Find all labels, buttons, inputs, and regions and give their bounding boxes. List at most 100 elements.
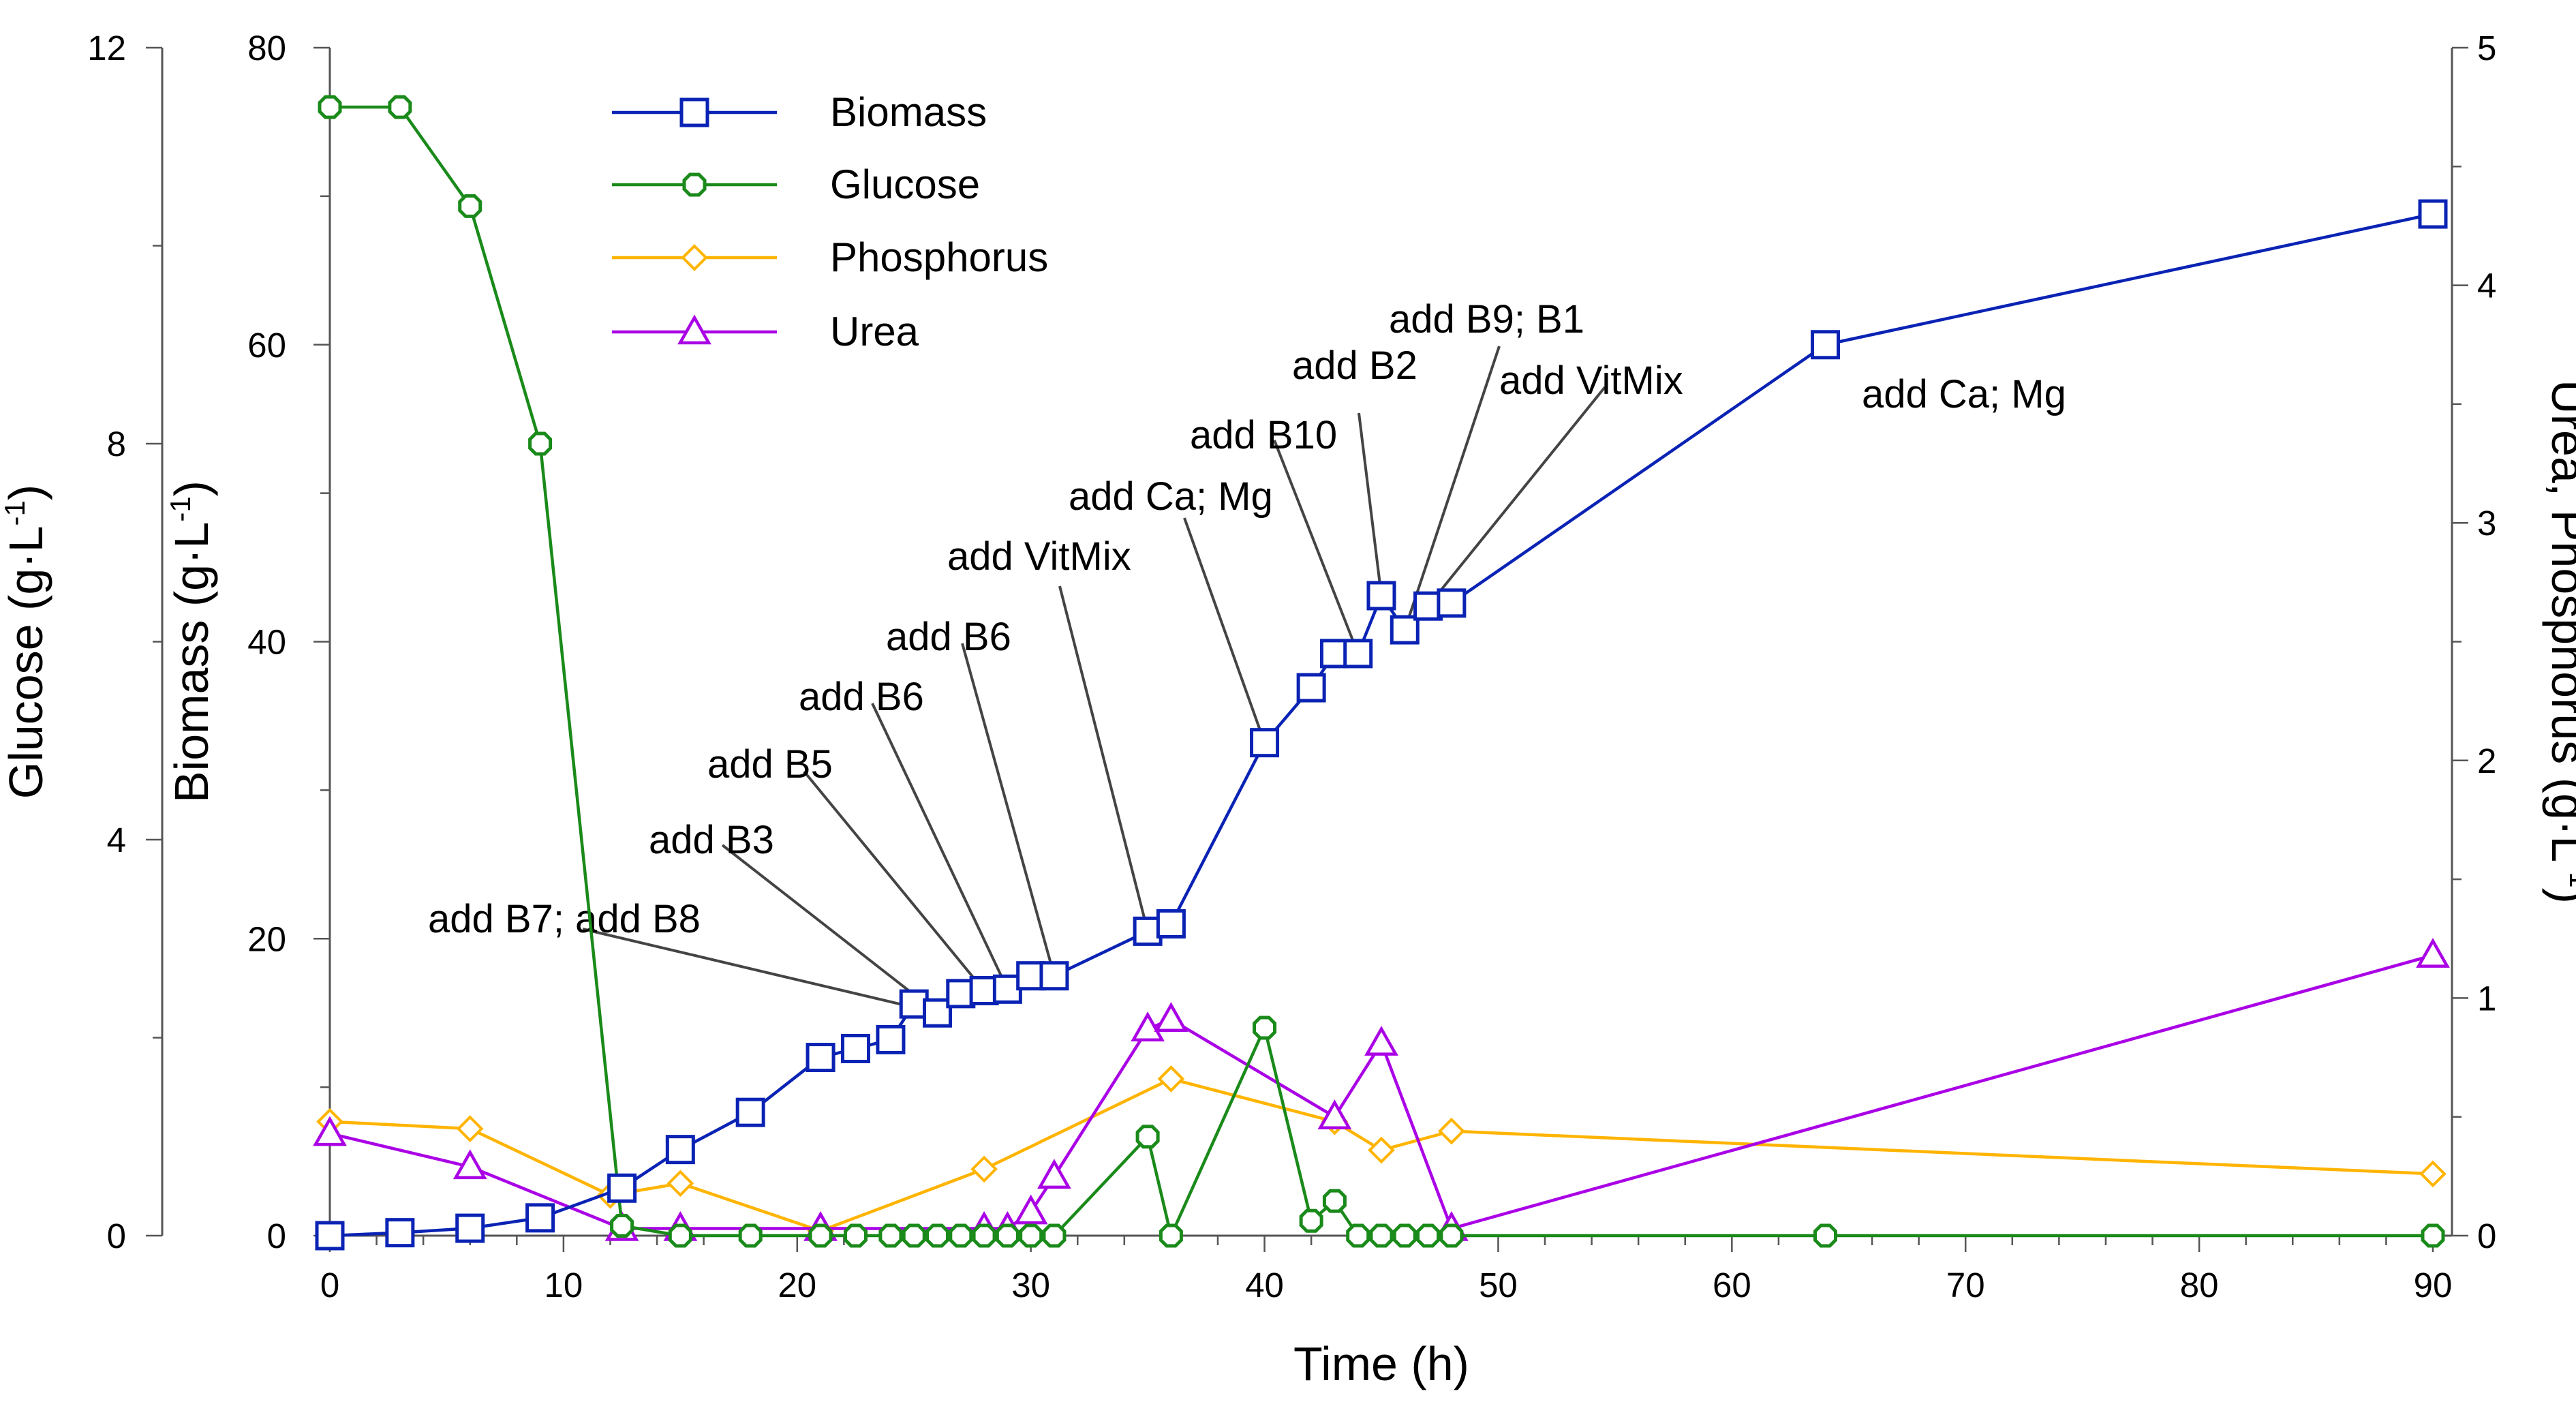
annotation: add B7; add B8 bbox=[428, 897, 938, 1015]
glucose-tick-label: 8 bbox=[107, 425, 126, 463]
glucose-point bbox=[972, 1223, 996, 1248]
glucose-point bbox=[808, 1223, 833, 1248]
glucose-point bbox=[1159, 1223, 1183, 1248]
annotation: add B9; B1 bbox=[1389, 297, 1584, 630]
glucose-point bbox=[995, 1223, 1019, 1248]
glucose-point bbox=[458, 194, 482, 218]
glucose-point bbox=[925, 1223, 950, 1248]
legend-swatch-marker bbox=[681, 244, 708, 271]
annotation: add VitMix bbox=[947, 534, 1150, 932]
glucose-point bbox=[1042, 1223, 1067, 1248]
x-axis-title: Time (h) bbox=[1293, 1337, 1469, 1390]
urea-phosphorus-tick-label: 0 bbox=[2477, 1217, 2496, 1255]
biomass-point bbox=[923, 998, 953, 1028]
biomass-point bbox=[1039, 961, 1069, 991]
glucose-point bbox=[949, 1223, 973, 1248]
biomass-point bbox=[525, 1203, 555, 1233]
legend-label: Biomass bbox=[830, 89, 987, 135]
annotation-label: add B5 bbox=[707, 742, 833, 787]
glucose-axis-title: Glucose (g·L-1) bbox=[0, 485, 52, 799]
urea-phosphorus-axis-title-exp: -1 bbox=[2564, 862, 2576, 887]
legend-label: Phosphorus bbox=[830, 234, 1048, 280]
urea-point bbox=[1037, 1159, 1071, 1189]
legend-swatch-marker bbox=[677, 314, 711, 345]
legend-item-urea: Urea bbox=[612, 309, 919, 354]
phosphorus-series bbox=[316, 1065, 2447, 1245]
urea-point bbox=[1154, 1002, 1189, 1033]
annotation-leader bbox=[961, 643, 1056, 977]
annotation: add B6 bbox=[886, 615, 1056, 977]
annotation-label: add B3 bbox=[649, 818, 774, 862]
biomass-point bbox=[1366, 581, 1396, 611]
legend-item-glucose: Glucose bbox=[612, 162, 980, 207]
annotation: add B2 bbox=[1292, 344, 1417, 596]
glucose-point bbox=[738, 1223, 763, 1248]
legend-swatch-marker bbox=[682, 172, 707, 197]
biomass-point bbox=[315, 1221, 345, 1251]
urea-point bbox=[1013, 1194, 1048, 1225]
biomass-axis-title-close: ) bbox=[165, 480, 218, 496]
glucose-point bbox=[1322, 1189, 1347, 1213]
phosphorus-point bbox=[1368, 1136, 1395, 1164]
annotation: add VitMix bbox=[1427, 358, 1683, 607]
biomass-point bbox=[1437, 588, 1467, 618]
glucose-tick-label: 12 bbox=[87, 29, 126, 67]
biomass-point bbox=[876, 1024, 906, 1054]
urea-phosphorus-axis-title: Urea, Phosphorus (g·L-1) bbox=[2542, 380, 2576, 904]
glucose-line bbox=[330, 105, 2433, 1238]
biomass-point bbox=[1296, 673, 1326, 703]
annotation: add Ca; Mg bbox=[1069, 474, 1273, 744]
phosphorus-point bbox=[456, 1115, 484, 1142]
glucose-point bbox=[902, 1223, 926, 1248]
phosphorus-point bbox=[1157, 1065, 1185, 1093]
x-tick-label: 60 bbox=[1713, 1266, 1751, 1304]
x-tick-label: 90 bbox=[2414, 1266, 2453, 1304]
glucose-point bbox=[1369, 1223, 1394, 1248]
glucose-point bbox=[668, 1223, 692, 1248]
annotations-layer: add B7; add B8 add B3 add B5 add B6 add B6 ad… bbox=[428, 297, 2066, 1015]
glucose-point bbox=[1346, 1223, 1370, 1248]
glucose-point bbox=[1135, 1125, 1160, 1149]
x-tick-label: 80 bbox=[2180, 1266, 2219, 1304]
annotation-leader bbox=[1183, 517, 1266, 744]
glucose-point bbox=[318, 95, 342, 119]
x-tick-label: 50 bbox=[1479, 1266, 1518, 1304]
glucose-point bbox=[388, 95, 412, 119]
urea-point bbox=[2416, 938, 2450, 968]
biomass-point bbox=[946, 979, 976, 1009]
annotation: add B10 bbox=[1190, 413, 1360, 654]
glucose-axis-title-close: ) bbox=[0, 485, 52, 500]
urea-point bbox=[1317, 1099, 1352, 1129]
biomass-point bbox=[385, 1218, 415, 1248]
glucose-point bbox=[878, 1223, 903, 1248]
urea-phosphorus-tick-label: 3 bbox=[2477, 504, 2496, 543]
annotation-label: add VitMix bbox=[1499, 358, 1683, 403]
annotation: add B3 bbox=[649, 818, 938, 1014]
glucose-point bbox=[1416, 1223, 1441, 1248]
x-tick-label: 70 bbox=[1946, 1266, 1985, 1304]
biomass-axis-title-exp: -1 bbox=[164, 496, 196, 521]
legend-label: Glucose bbox=[830, 162, 980, 207]
annotation: add B6 bbox=[799, 675, 1009, 990]
annotation-label: add B7; add B8 bbox=[428, 897, 701, 941]
annotation-leader bbox=[871, 703, 1009, 990]
urea-point bbox=[1131, 1011, 1165, 1041]
annotation: add B5 bbox=[707, 742, 985, 992]
phosphorus-point bbox=[2419, 1160, 2447, 1188]
glucose-series bbox=[318, 95, 2445, 1248]
urea-point bbox=[453, 1149, 487, 1180]
biomass-point bbox=[1413, 591, 1443, 621]
annotation-label: add B10 bbox=[1190, 413, 1337, 457]
biomass-point bbox=[1156, 909, 1186, 938]
biomass-tick-label: 60 bbox=[247, 326, 286, 365]
biomass-point bbox=[607, 1173, 637, 1203]
annotation-label: add B6 bbox=[799, 675, 924, 719]
x-tick-label: 0 bbox=[320, 1266, 339, 1304]
annotation-leader bbox=[1403, 346, 1501, 630]
glucose-point bbox=[1439, 1223, 1464, 1248]
glucose-point bbox=[1253, 1016, 1277, 1040]
glucose-point bbox=[844, 1223, 868, 1248]
annotation-leader bbox=[721, 844, 938, 1014]
